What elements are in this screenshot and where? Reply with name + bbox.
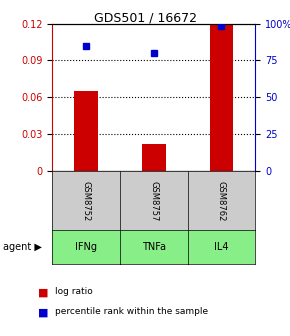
Text: GSM8762: GSM8762 xyxy=(217,180,226,221)
Text: log ratio: log ratio xyxy=(55,287,93,296)
Text: ■: ■ xyxy=(38,287,48,297)
Text: agent ▶: agent ▶ xyxy=(3,242,42,252)
Text: TNFa: TNFa xyxy=(142,242,166,252)
Text: percentile rank within the sample: percentile rank within the sample xyxy=(55,307,208,317)
Bar xyxy=(142,144,166,171)
Text: ■: ■ xyxy=(38,307,48,318)
Text: IL4: IL4 xyxy=(214,242,229,252)
Text: GDS501 / 16672: GDS501 / 16672 xyxy=(93,12,197,25)
Bar xyxy=(209,24,233,171)
Text: IFNg: IFNg xyxy=(75,242,97,252)
Bar xyxy=(74,91,98,171)
Text: GSM8757: GSM8757 xyxy=(149,180,158,221)
Text: GSM8752: GSM8752 xyxy=(81,181,90,221)
